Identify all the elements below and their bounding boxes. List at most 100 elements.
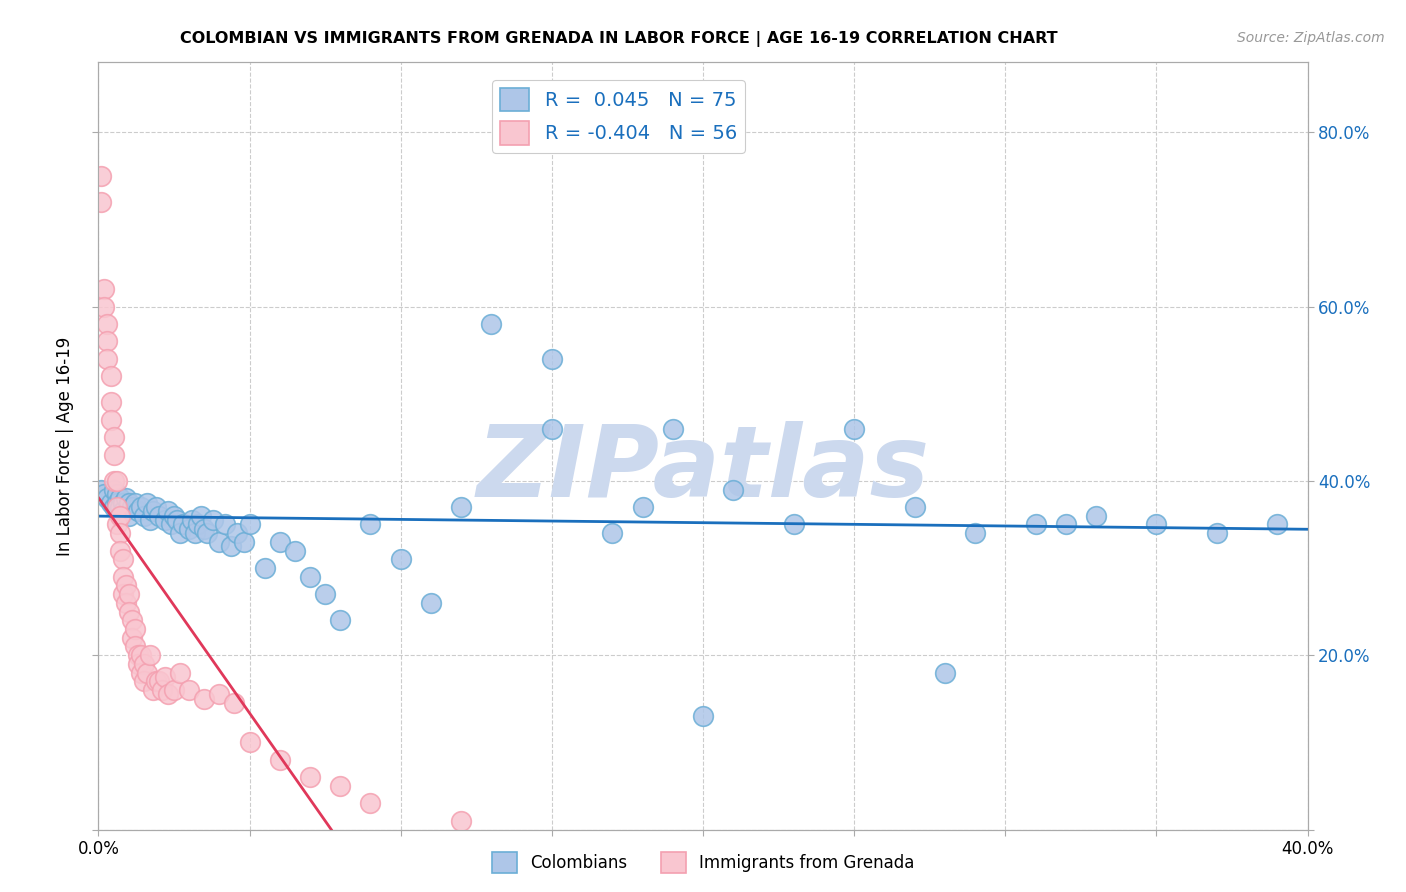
Point	[124, 622, 146, 636]
Point	[150, 683, 173, 698]
Point	[450, 500, 472, 514]
Point	[253, 561, 276, 575]
Point	[163, 508, 186, 523]
Point	[105, 474, 128, 488]
Point	[121, 500, 143, 514]
Point	[631, 500, 654, 514]
Point	[602, 526, 624, 541]
Point	[108, 526, 131, 541]
Point	[124, 496, 146, 510]
Point	[239, 517, 262, 532]
Point	[105, 500, 128, 514]
Point	[450, 814, 472, 828]
Point	[111, 587, 134, 601]
Point	[105, 496, 128, 510]
Point	[132, 674, 155, 689]
Point	[783, 517, 806, 532]
Point	[129, 665, 152, 680]
Point	[127, 648, 149, 663]
Point	[135, 665, 157, 680]
Text: Source: ZipAtlas.com: Source: ZipAtlas.com	[1237, 31, 1385, 45]
Point	[193, 691, 215, 706]
Point	[269, 753, 291, 767]
Legend: R =  0.045   N = 75, R = -0.404   N = 56: R = 0.045 N = 75, R = -0.404 N = 56	[492, 79, 745, 153]
Point	[934, 665, 956, 680]
Point	[226, 526, 249, 541]
Point	[232, 534, 254, 549]
Point	[142, 683, 165, 698]
Point	[132, 657, 155, 671]
Text: COLOMBIAN VS IMMIGRANTS FROM GRENADA IN LABOR FORCE | AGE 16-19 CORRELATION CHAR: COLOMBIAN VS IMMIGRANTS FROM GRENADA IN …	[180, 31, 1057, 47]
Point	[103, 483, 125, 497]
Point	[692, 709, 714, 723]
Point	[1085, 508, 1108, 523]
Point	[111, 570, 134, 584]
Point	[111, 552, 134, 566]
Point	[108, 543, 131, 558]
Point	[145, 500, 167, 514]
Point	[90, 483, 112, 497]
Point	[105, 487, 128, 501]
Point	[329, 613, 352, 627]
Legend: Colombians, Immigrants from Grenada: Colombians, Immigrants from Grenada	[485, 846, 921, 880]
Point	[105, 517, 128, 532]
Point	[121, 613, 143, 627]
Point	[284, 543, 307, 558]
Point	[1144, 517, 1167, 532]
Point	[100, 413, 122, 427]
Point	[90, 194, 112, 209]
Point	[93, 300, 115, 314]
Point	[108, 500, 131, 514]
Point	[90, 169, 112, 183]
Point	[299, 570, 322, 584]
Point	[96, 491, 118, 506]
Point	[190, 508, 212, 523]
Point	[148, 674, 170, 689]
Point	[169, 526, 191, 541]
Point	[172, 517, 194, 532]
Point	[118, 508, 141, 523]
Point	[1024, 517, 1046, 532]
Point	[135, 496, 157, 510]
Point	[108, 491, 131, 506]
Point	[156, 688, 179, 702]
Point	[160, 517, 183, 532]
Point	[179, 683, 201, 698]
Point	[118, 496, 141, 510]
Point	[169, 665, 191, 680]
Point	[114, 578, 136, 592]
Point	[118, 587, 141, 601]
Point	[103, 430, 125, 444]
Point	[360, 517, 382, 532]
Point	[540, 351, 562, 366]
Point	[96, 351, 118, 366]
Point	[193, 522, 215, 536]
Point	[299, 770, 322, 784]
Point	[127, 504, 149, 518]
Point	[844, 421, 866, 435]
Point	[187, 517, 209, 532]
Point	[269, 534, 291, 549]
Point	[224, 696, 246, 710]
Point	[195, 526, 218, 541]
Point	[239, 735, 262, 749]
Point	[108, 508, 131, 523]
Point	[103, 474, 125, 488]
Point	[93, 282, 115, 296]
Point	[214, 517, 236, 532]
Point	[481, 317, 503, 331]
Point	[723, 483, 745, 497]
Point	[145, 674, 167, 689]
Point	[420, 596, 443, 610]
Point	[1054, 517, 1077, 532]
Point	[142, 504, 165, 518]
Point	[202, 513, 225, 527]
Point	[221, 539, 243, 553]
Point	[103, 500, 125, 514]
Point	[329, 779, 352, 793]
Point	[111, 496, 134, 510]
Point	[661, 421, 683, 435]
Point	[139, 648, 162, 663]
Point	[965, 526, 987, 541]
Text: ZIPatlas: ZIPatlas	[477, 420, 929, 517]
